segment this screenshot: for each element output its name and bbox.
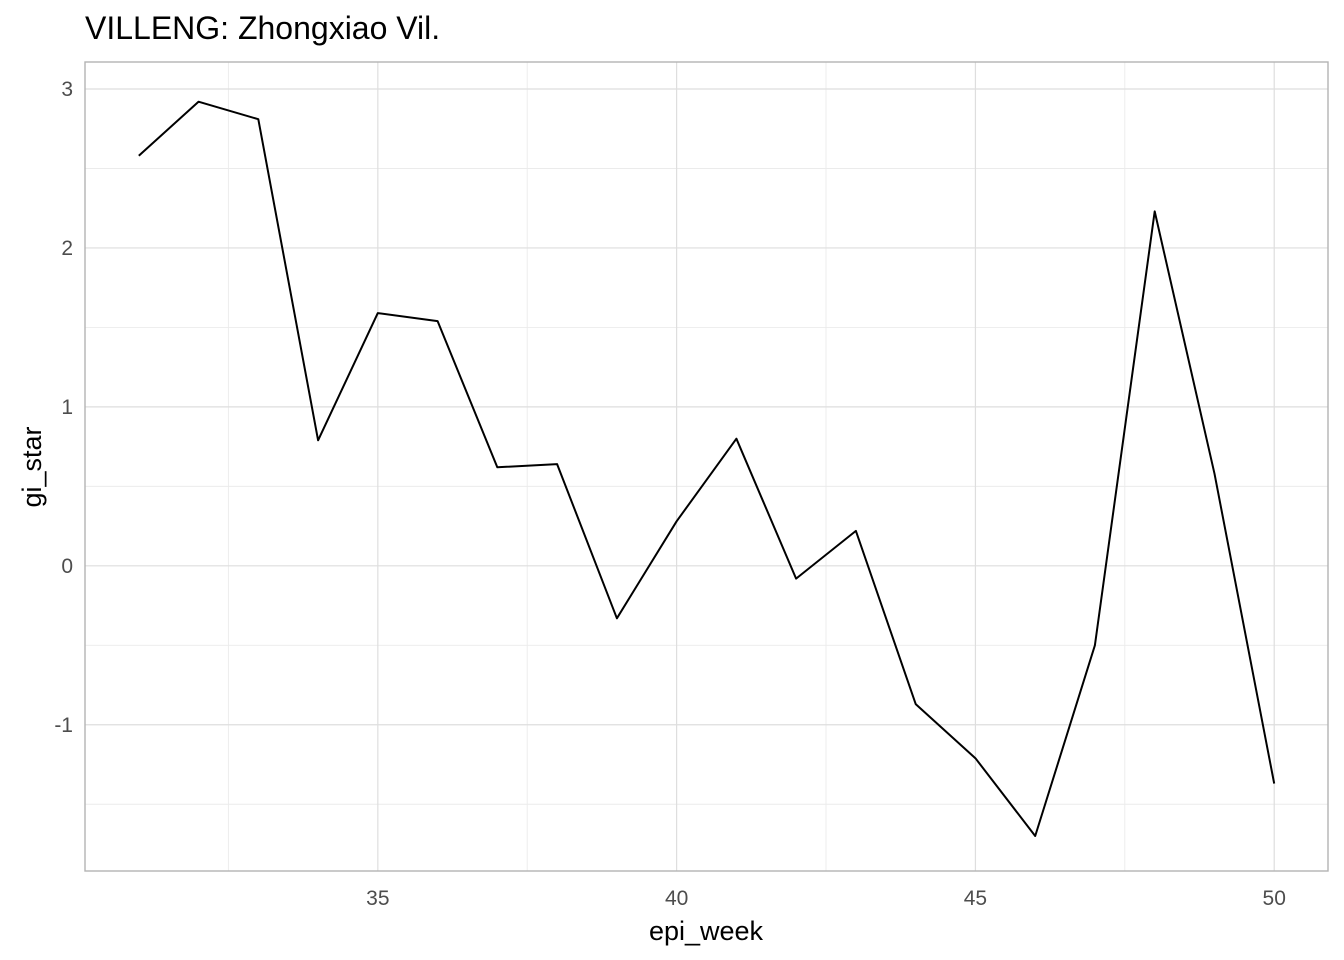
- plot-panel: [85, 62, 1328, 871]
- y-tick-label: 2: [61, 237, 73, 260]
- y-axis-title: gi_star: [17, 426, 47, 507]
- y-tick-label: 3: [61, 78, 73, 101]
- major-gridlines: [85, 62, 1328, 871]
- x-axis-ticks: 35 40 45 50: [366, 887, 1286, 910]
- y-axis-ticks: -1 0 1 2 3: [54, 78, 73, 737]
- x-tick-label: 45: [964, 887, 987, 910]
- y-tick-label: 1: [61, 396, 73, 419]
- series-layer: [138, 100, 1276, 837]
- y-tick-label: 0: [61, 555, 73, 578]
- chart-title: VILLENG: Zhongxiao Vil.: [85, 10, 441, 46]
- plot-border: [84, 61, 1329, 872]
- x-tick-label: 35: [366, 887, 389, 910]
- x-tick-label: 40: [665, 887, 688, 910]
- x-axis-title: epi_week: [649, 916, 764, 946]
- series-line: [138, 100, 1276, 837]
- y-tick-label: -1: [54, 714, 73, 737]
- x-tick-label: 50: [1263, 887, 1286, 910]
